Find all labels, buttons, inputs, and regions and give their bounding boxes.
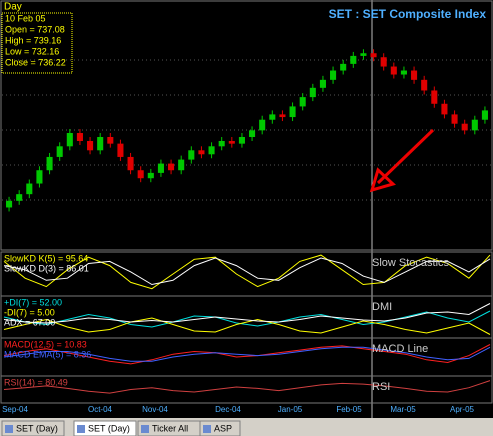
tab-label: SET (Day) xyxy=(16,423,58,433)
legend-label: -DI(7) = 5.00 xyxy=(4,307,55,317)
candle-body xyxy=(36,170,43,184)
candle-body xyxy=(380,57,387,67)
candle-body xyxy=(279,114,286,118)
legend-label: SlowKD D(3) = 86.01 xyxy=(4,263,89,273)
candle-body xyxy=(269,114,276,120)
info-text: Open = 737.08 xyxy=(5,24,65,34)
candle-body xyxy=(107,137,114,144)
candle-body xyxy=(259,119,266,131)
legend-label: MACD(12,5) = 10.83 xyxy=(4,339,87,349)
candle-body xyxy=(411,70,418,80)
chart-title: SET : SET Composite Index xyxy=(329,7,487,21)
period: Day xyxy=(4,2,22,13)
candle-body xyxy=(168,163,175,171)
tab[interactable] xyxy=(1,420,65,436)
series-line xyxy=(3,346,491,362)
candle-body xyxy=(76,133,83,141)
info-text: 10 Feb 05 xyxy=(5,13,46,23)
series-line xyxy=(3,310,491,328)
candle-body xyxy=(56,146,63,157)
candle-body xyxy=(87,140,94,151)
candle-body xyxy=(330,70,337,80)
arrow xyxy=(369,128,435,193)
x-tick-label: Jan-05 xyxy=(278,405,303,414)
candle-body xyxy=(178,159,185,171)
info-box xyxy=(1,12,73,74)
candle-body xyxy=(16,194,23,201)
candle-body xyxy=(228,140,235,144)
legend-label: MACD EMA(5) = 8.36 xyxy=(4,349,91,359)
candle-body xyxy=(157,163,164,173)
tab-icon xyxy=(203,425,211,433)
candle-body xyxy=(299,97,306,107)
candle-body xyxy=(137,170,144,179)
candle-body xyxy=(309,87,316,98)
candle-body xyxy=(319,79,326,88)
candle-body xyxy=(26,183,33,195)
tab-label: SET (Day) xyxy=(88,423,130,433)
series-line xyxy=(3,344,491,365)
panel-annotation: MACD Line xyxy=(372,343,428,355)
candle-body xyxy=(400,70,407,75)
candle-body xyxy=(147,172,154,179)
legend-label: SlowKD K(5) = 95.64 xyxy=(4,253,88,263)
candle-body xyxy=(66,133,73,147)
candle-body xyxy=(97,137,104,151)
tab-icon xyxy=(5,425,13,433)
x-tick-label: Mar-05 xyxy=(390,405,416,414)
candle-body xyxy=(421,79,428,91)
candle-body xyxy=(127,156,134,171)
candle-body xyxy=(238,137,245,144)
candle-body xyxy=(6,200,13,208)
legend-label: ADX = 67.00 xyxy=(4,317,55,327)
candle-body xyxy=(370,53,377,58)
panel-annotation: RSI xyxy=(372,381,390,393)
tab-label: ASP xyxy=(214,423,232,433)
x-tick-label: Dec-04 xyxy=(215,405,241,414)
series-line xyxy=(3,257,491,286)
candle-body xyxy=(461,123,468,131)
candle-body xyxy=(208,146,215,155)
candle-body xyxy=(198,150,205,155)
candle-body xyxy=(350,55,357,64)
series-line xyxy=(3,303,491,324)
candle-body xyxy=(431,90,438,104)
x-tick-label: Apr-05 xyxy=(450,405,475,414)
candle-body xyxy=(46,156,53,171)
legend-label: +DI(7) = 52.00 xyxy=(4,297,62,307)
candle-body xyxy=(289,106,296,118)
candle-body xyxy=(360,53,367,56)
x-tick-label: Feb-05 xyxy=(336,405,362,414)
panel-frame xyxy=(0,375,493,404)
tab[interactable] xyxy=(73,420,137,436)
x-tick-label: Sep-04 xyxy=(2,405,28,414)
candle-body xyxy=(218,140,225,147)
series-line xyxy=(3,380,491,394)
tab-label: Ticker All xyxy=(152,423,188,433)
candle-body xyxy=(340,63,347,71)
panel-annotation: Slow Stocastics xyxy=(372,257,450,269)
info-text: Close = 736.22 xyxy=(5,57,66,67)
info-text: High = 739.16 xyxy=(5,35,61,45)
panel-annotation: DMI xyxy=(372,301,392,313)
candle-body xyxy=(441,103,448,115)
info-text: Low = 732.16 xyxy=(5,46,59,56)
legend-label: RSI(14) = 80.49 xyxy=(4,377,68,387)
tab-icon xyxy=(141,425,149,433)
series-line xyxy=(3,254,491,290)
candle-body xyxy=(117,143,124,157)
tab-icon xyxy=(77,425,85,433)
x-tick-label: Nov-04 xyxy=(142,405,168,414)
candle-body xyxy=(188,150,195,160)
candle-body xyxy=(451,114,458,124)
series-line xyxy=(3,317,491,335)
candle-body xyxy=(481,110,488,120)
panel-frame xyxy=(0,0,493,251)
x-tick-label: Oct-04 xyxy=(88,405,113,414)
candle-body xyxy=(249,130,256,137)
candle-body xyxy=(390,66,397,75)
candle-body xyxy=(471,119,478,131)
